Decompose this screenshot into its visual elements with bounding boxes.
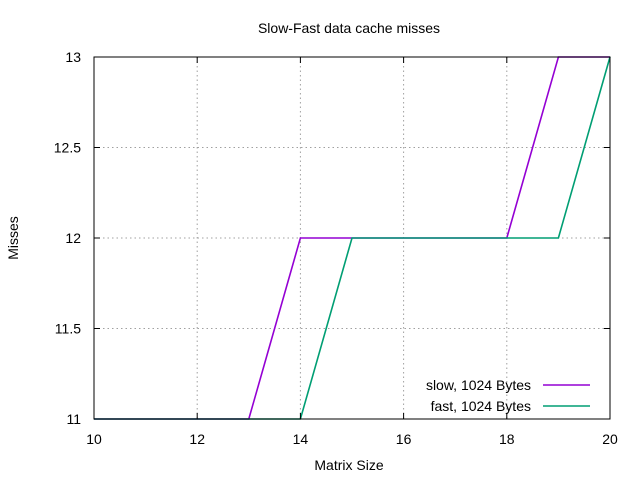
y-tick-label: 12.5 (54, 140, 81, 156)
y-tick-label: 13 (65, 49, 81, 65)
legend: slow, 1024 Bytes fast, 1024 Bytes (426, 377, 590, 414)
legend-label: fast, 1024 Bytes (431, 398, 531, 414)
y-tick-label: 11.5 (55, 321, 81, 337)
y-axis-label: Misses (5, 216, 21, 260)
x-axis-label: Matrix Size (314, 457, 383, 473)
x-tick-label: 10 (86, 431, 102, 447)
y-tick-label: 11 (66, 411, 81, 427)
x-tick-labels: 10 12 14 16 18 20 (86, 431, 618, 447)
x-tick-label: 12 (189, 431, 205, 447)
y-tick-labels: 11 11.5 12 12.5 13 (54, 49, 81, 427)
x-tick-label: 20 (602, 431, 618, 447)
x-tick-label: 18 (499, 431, 515, 447)
y-tick-label: 12 (65, 230, 81, 246)
chart-title: Slow-Fast data cache misses (258, 20, 440, 36)
x-tick-label: 14 (293, 431, 309, 447)
x-tick-label: 16 (396, 431, 412, 447)
legend-label: slow, 1024 Bytes (426, 377, 531, 393)
axis-ticks (93, 56, 611, 420)
